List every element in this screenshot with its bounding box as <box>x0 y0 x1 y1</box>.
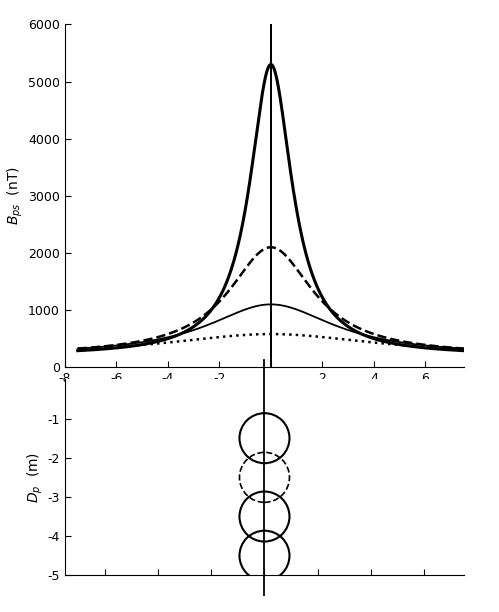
Y-axis label: $B_{ps}$  (nT): $B_{ps}$ (nT) <box>6 166 25 225</box>
Y-axis label: $D_p$  (m): $D_p$ (m) <box>25 452 45 503</box>
X-axis label: $L_d$  (m): $L_d$ (m) <box>264 384 312 401</box>
